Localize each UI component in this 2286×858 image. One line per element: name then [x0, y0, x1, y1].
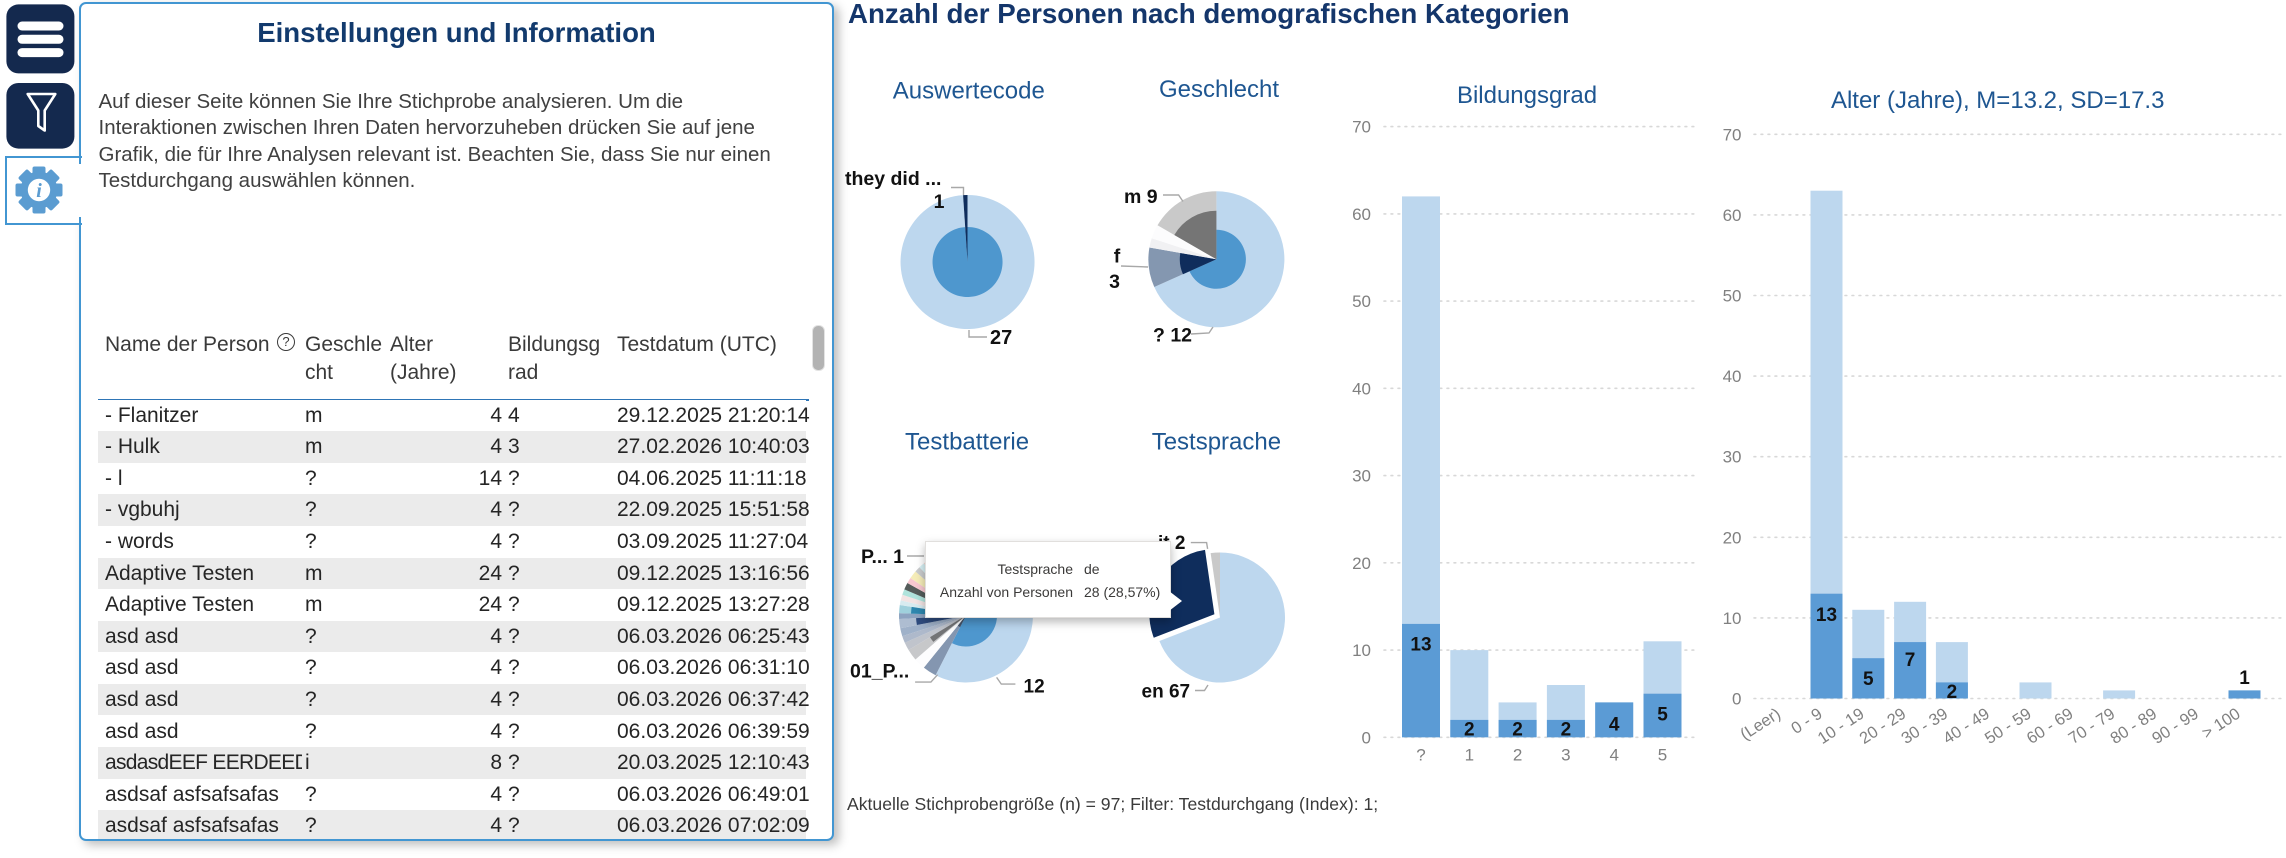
svg-text:? 12: ? 12 [1153, 325, 1192, 347]
svg-text:4: 4 [1609, 746, 1618, 765]
svg-text:1: 1 [2239, 668, 2250, 689]
svg-text:30: 30 [1723, 448, 1742, 467]
svg-text:Geschlecht: Geschlecht [1159, 76, 1279, 103]
svg-text:50: 50 [1723, 287, 1742, 306]
svg-text:2: 2 [1464, 720, 1475, 741]
svg-text:2: 2 [1947, 682, 1958, 703]
svg-text:5: 5 [1657, 705, 1668, 726]
svg-text:13: 13 [1816, 605, 1837, 626]
svg-text:they did ...: they did ... [845, 168, 941, 190]
svg-text:60: 60 [1352, 205, 1371, 224]
svg-text:m 9: m 9 [1124, 186, 1158, 208]
svg-text:40: 40 [1723, 367, 1742, 386]
svg-text:10: 10 [1723, 609, 1742, 628]
svg-text:1: 1 [934, 191, 945, 213]
svg-text:50: 50 [1352, 292, 1371, 311]
svg-text:60 - 69: 60 - 69 [2024, 705, 2077, 748]
svg-text:3: 3 [1109, 271, 1120, 293]
svg-text:2: 2 [1512, 720, 1523, 741]
svg-text:40 - 49: 40 - 49 [1940, 705, 1993, 748]
svg-text:Testbatterie: Testbatterie [905, 429, 1029, 456]
svg-text:5: 5 [1658, 746, 1667, 765]
svg-text:70 - 79: 70 - 79 [2065, 705, 2118, 748]
svg-text:f: f [1114, 246, 1121, 268]
svg-text:3: 3 [1561, 746, 1570, 765]
svg-text:12: 12 [1024, 677, 1045, 698]
svg-text:10 - 19: 10 - 19 [1815, 705, 1868, 748]
svg-text:27: 27 [990, 327, 1012, 349]
svg-text:20: 20 [1723, 528, 1742, 547]
svg-text:30 - 39: 30 - 39 [1898, 705, 1951, 748]
svg-text:(Leer): (Leer) [1737, 705, 1784, 744]
svg-text:Testsprache: Testsprache [1152, 429, 1281, 456]
svg-text:2: 2 [1561, 720, 1572, 741]
svg-text:90 - 99: 90 - 99 [2149, 705, 2202, 748]
svg-text:20: 20 [1352, 554, 1371, 573]
svg-text:70: 70 [1723, 125, 1742, 144]
svg-text:2: 2 [1513, 746, 1522, 765]
svg-text:50 - 59: 50 - 59 [1982, 705, 2035, 748]
svg-text:1: 1 [1465, 746, 1474, 765]
svg-text:13: 13 [1410, 635, 1431, 656]
svg-text:20 - 29: 20 - 29 [1856, 705, 1909, 748]
svg-text:i: i [36, 180, 42, 202]
svg-text:4: 4 [1609, 715, 1620, 736]
svg-text:10: 10 [1352, 641, 1371, 660]
svg-text:80 - 89: 80 - 89 [2107, 705, 2160, 748]
svg-text:0: 0 [1732, 690, 1741, 709]
svg-text:40: 40 [1352, 379, 1371, 398]
svg-text:7: 7 [1905, 650, 1916, 671]
svg-text:en 67: en 67 [1142, 682, 1191, 703]
svg-text:Auswertecode: Auswertecode [893, 78, 1045, 105]
svg-text:Alter (Jahre), M=13.2, SD=17.3: Alter (Jahre), M=13.2, SD=17.3 [1831, 87, 2165, 114]
svg-text:01_P...: 01_P... [850, 661, 909, 683]
svg-text:0: 0 [1362, 728, 1371, 747]
svg-text:> 100: > 100 [2199, 705, 2244, 743]
svg-text:5: 5 [1863, 669, 1874, 690]
svg-text:Bildungsgrad: Bildungsgrad [1457, 82, 1597, 109]
svg-text:P... 1: P... 1 [861, 546, 904, 568]
svg-text:?: ? [1416, 746, 1425, 765]
svg-text:30: 30 [1352, 467, 1371, 486]
svg-text:60: 60 [1723, 206, 1742, 225]
svg-text:70: 70 [1352, 118, 1371, 137]
